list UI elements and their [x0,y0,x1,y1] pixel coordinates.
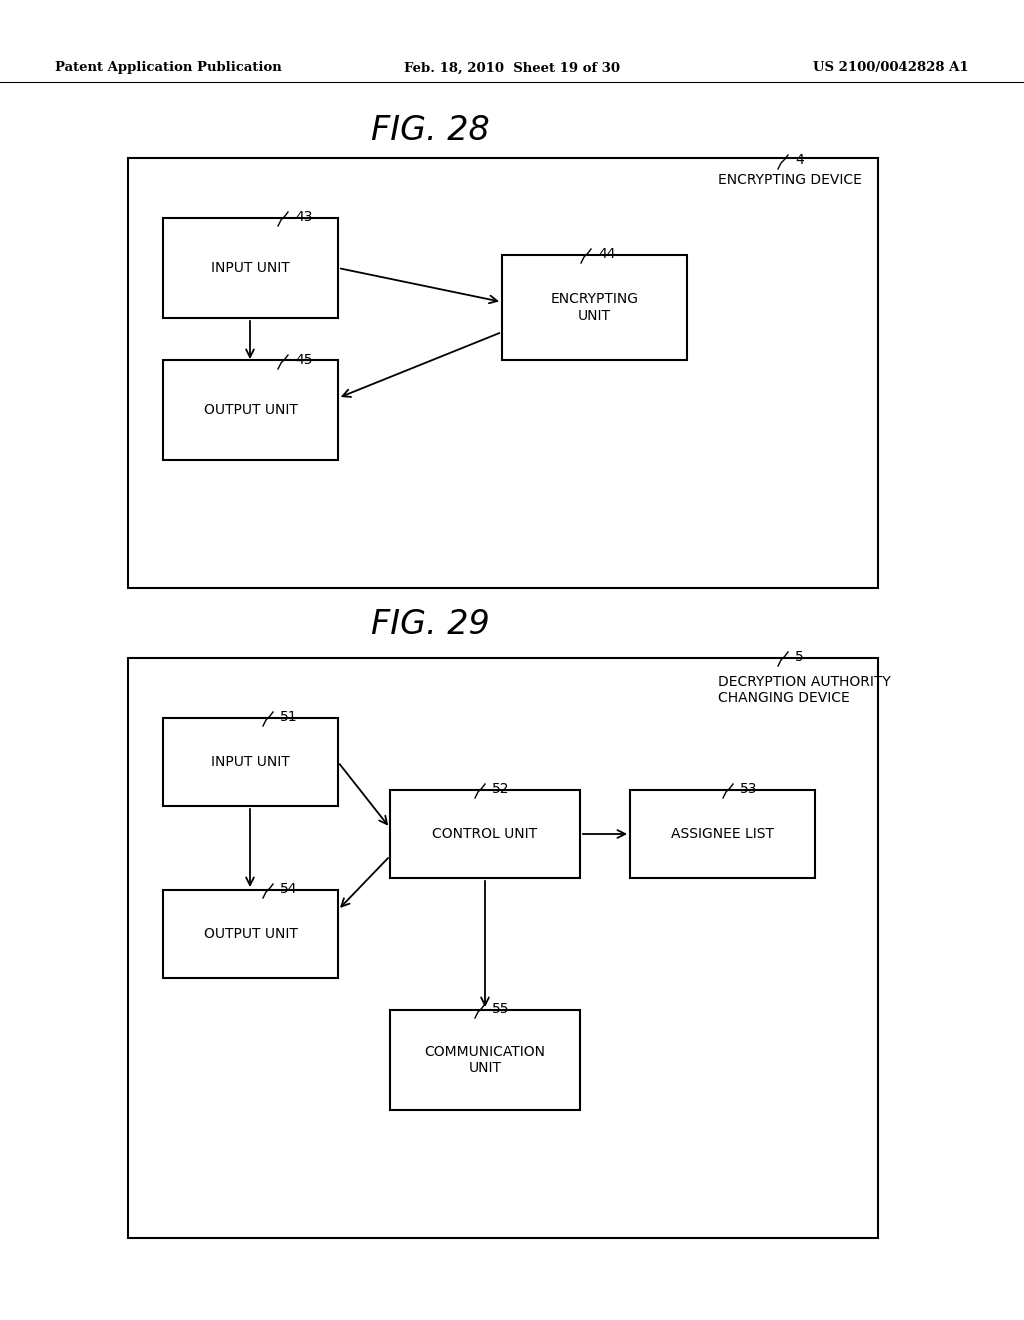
Text: CONTROL UNIT: CONTROL UNIT [432,828,538,841]
Bar [163,890,338,978]
Text: FIG. 28: FIG. 28 [371,114,489,147]
Text: 44: 44 [598,247,615,261]
Text: ENCRYPTING
UNIT: ENCRYPTING UNIT [551,293,639,322]
Text: 43: 43 [295,210,312,224]
Bar [390,1010,580,1110]
Text: ENCRYPTING DEVICE: ENCRYPTING DEVICE [718,173,862,187]
Bar [630,789,815,878]
Text: OUTPUT UNIT: OUTPUT UNIT [204,403,297,417]
Text: INPUT UNIT: INPUT UNIT [211,261,290,275]
Text: COMMUNICATION
UNIT: COMMUNICATION UNIT [425,1045,546,1074]
Bar [502,255,687,360]
Text: ASSIGNEE LIST: ASSIGNEE LIST [671,828,774,841]
Text: 45: 45 [295,352,312,367]
Bar [390,789,580,878]
Text: 5: 5 [795,649,804,664]
Text: 53: 53 [740,781,758,796]
Bar [128,158,878,587]
Text: Feb. 18, 2010  Sheet 19 of 30: Feb. 18, 2010 Sheet 19 of 30 [404,62,620,74]
Text: 55: 55 [492,1002,510,1016]
Bar [163,218,338,318]
Bar [163,360,338,459]
Text: Patent Application Publication: Patent Application Publication [55,62,282,74]
Text: OUTPUT UNIT: OUTPUT UNIT [204,927,297,941]
Text: 51: 51 [280,710,298,723]
Bar [128,657,878,1238]
Text: 52: 52 [492,781,510,796]
Text: INPUT UNIT: INPUT UNIT [211,755,290,770]
Text: FIG. 29: FIG. 29 [371,609,489,642]
Text: 54: 54 [280,882,298,896]
Text: 4: 4 [795,153,804,168]
Text: DECRYPTION AUTHORITY
CHANGING DEVICE: DECRYPTION AUTHORITY CHANGING DEVICE [718,675,891,705]
Text: US 2100/0042828 A1: US 2100/0042828 A1 [813,62,969,74]
Bar [163,718,338,807]
